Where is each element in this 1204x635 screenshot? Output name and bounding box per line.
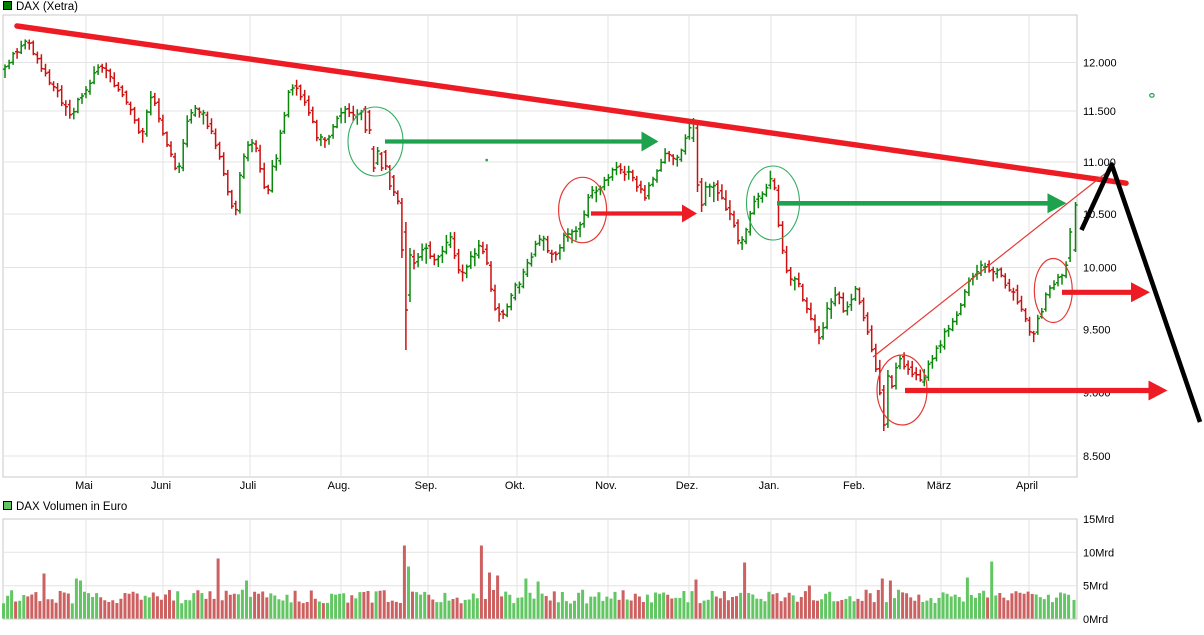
svg-text:10Mrd: 10Mrd <box>1083 547 1114 559</box>
svg-text:Aug.: Aug. <box>328 480 351 492</box>
svg-text:0Mrd: 0Mrd <box>1083 614 1108 626</box>
svg-text:8.500: 8.500 <box>1083 451 1111 463</box>
svg-text:9.500: 9.500 <box>1083 325 1111 337</box>
svg-text:Dez.: Dez. <box>676 480 699 492</box>
svg-text:5Mrd: 5Mrd <box>1083 581 1108 593</box>
svg-text:11.500: 11.500 <box>1083 106 1116 118</box>
svg-text:11.000: 11.000 <box>1083 157 1116 169</box>
svg-text:DAX (Xetra): DAX (Xetra) <box>16 1 78 13</box>
svg-text:Feb.: Feb. <box>843 480 865 492</box>
svg-text:15Mrd: 15Mrd <box>1083 514 1114 526</box>
svg-text:April: April <box>1016 480 1038 492</box>
svg-text:10.000: 10.000 <box>1083 263 1117 275</box>
svg-text:März: März <box>927 480 951 492</box>
svg-text:Mai: Mai <box>75 480 93 492</box>
svg-text:Jan.: Jan. <box>759 480 780 492</box>
svg-text:DAX Volumen in Euro: DAX Volumen in Euro <box>16 501 127 513</box>
svg-text:Juni: Juni <box>151 480 171 492</box>
svg-text:Okt.: Okt. <box>505 480 525 492</box>
svg-text:12.000: 12.000 <box>1083 58 1117 70</box>
svg-text:Sep.: Sep. <box>415 480 438 492</box>
svg-text:Juli: Juli <box>240 480 257 492</box>
svg-text:Nov.: Nov. <box>595 480 617 492</box>
